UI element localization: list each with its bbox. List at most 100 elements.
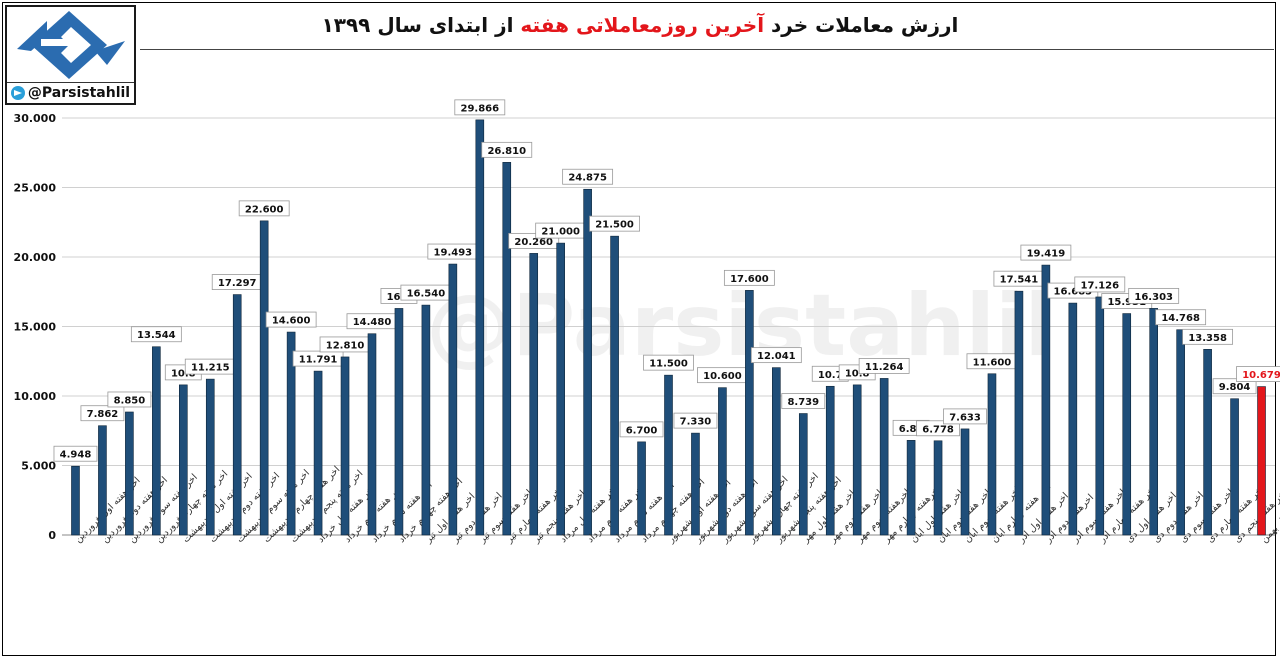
data-label: 20.260 bbox=[514, 237, 553, 248]
bar bbox=[152, 346, 161, 536]
bar bbox=[421, 304, 431, 536]
y-tick-label: 20.000 bbox=[14, 251, 57, 264]
data-label-box bbox=[454, 99, 506, 116]
bar bbox=[367, 333, 377, 536]
y-tick-label: 15.000 bbox=[14, 321, 57, 334]
data-label: 14.480 bbox=[353, 317, 392, 328]
data-label: 10.8 bbox=[845, 368, 870, 379]
bar bbox=[664, 374, 673, 536]
data-label: 17.126 bbox=[1080, 280, 1119, 291]
title-part2: از ابتدای سال ۱۳۹۹ bbox=[321, 13, 521, 37]
bar bbox=[313, 370, 323, 536]
logo-handle[interactable]: @Parsistahlil bbox=[7, 82, 134, 103]
bar bbox=[205, 378, 215, 536]
y-tick-label: 10.000 bbox=[14, 390, 57, 403]
data-label: 9.804 bbox=[1219, 382, 1251, 393]
data-label: 10.679 bbox=[1242, 370, 1280, 381]
data-label: 10.8 bbox=[171, 368, 196, 379]
data-label: 15.931 bbox=[1107, 297, 1146, 308]
bar bbox=[1122, 313, 1132, 536]
data-label: 11.791 bbox=[299, 355, 338, 366]
data-label: 8.850 bbox=[114, 395, 146, 406]
bar bbox=[745, 290, 754, 536]
data-label: 16.685 bbox=[1054, 287, 1093, 298]
data-label: 11.600 bbox=[973, 357, 1012, 368]
bar bbox=[906, 440, 916, 536]
data-label: 17.600 bbox=[730, 274, 769, 285]
data-label: 16.303 bbox=[1134, 292, 1173, 303]
bar bbox=[772, 367, 781, 536]
bar bbox=[691, 432, 700, 536]
y-tick-label: 25.000 bbox=[14, 182, 57, 195]
bar bbox=[637, 441, 646, 536]
data-label-box bbox=[53, 445, 98, 462]
logo-handle-text: @Parsistahlil bbox=[27, 85, 131, 101]
bar bbox=[1257, 386, 1266, 536]
data-label: 19.493 bbox=[434, 248, 473, 259]
data-label-box bbox=[1182, 328, 1234, 345]
bar bbox=[556, 242, 565, 536]
data-label-box bbox=[1155, 309, 1207, 326]
bar bbox=[98, 425, 107, 536]
data-label: 10.7 bbox=[818, 370, 843, 381]
data-label: 7.862 bbox=[87, 409, 119, 420]
data-label: 14.768 bbox=[1161, 313, 1200, 324]
bar bbox=[987, 373, 997, 536]
data-label-box bbox=[238, 200, 290, 217]
bar bbox=[1176, 329, 1185, 536]
bar bbox=[718, 387, 727, 536]
data-label: 12.041 bbox=[757, 351, 796, 362]
bar bbox=[71, 465, 80, 536]
data-label: 6.778 bbox=[922, 424, 954, 435]
data-label: 17.541 bbox=[1000, 275, 1039, 286]
data-label: 7.330 bbox=[680, 417, 712, 428]
bar bbox=[1149, 308, 1158, 536]
data-label: 6.81 bbox=[899, 424, 924, 435]
bar bbox=[825, 385, 835, 536]
bar bbox=[179, 384, 188, 536]
data-label-box bbox=[107, 391, 152, 408]
data-label-box bbox=[589, 215, 640, 232]
data-label: 11.264 bbox=[865, 362, 904, 373]
data-label: 21.000 bbox=[541, 227, 580, 238]
bar bbox=[286, 331, 296, 536]
y-tick-label: 30.000 bbox=[14, 112, 57, 125]
data-label-box bbox=[80, 405, 125, 422]
bar bbox=[583, 188, 592, 536]
bar bbox=[1230, 398, 1239, 536]
y-tick-label: 0 bbox=[48, 529, 56, 542]
bar bbox=[259, 220, 269, 536]
data-label-box bbox=[723, 269, 775, 286]
data-label-box bbox=[265, 311, 317, 328]
data-label-box bbox=[643, 354, 694, 371]
bar bbox=[502, 162, 512, 536]
data-label: 19.419 bbox=[1027, 249, 1066, 260]
telegram-icon bbox=[10, 86, 25, 100]
data-label-box bbox=[130, 326, 182, 343]
data-label: 17.297 bbox=[218, 278, 257, 289]
data-label-box bbox=[1128, 287, 1180, 304]
bar bbox=[125, 411, 134, 536]
bar bbox=[340, 356, 350, 536]
bar bbox=[475, 119, 485, 536]
bar bbox=[394, 308, 404, 536]
title-rule bbox=[140, 49, 1274, 50]
bar bbox=[1095, 296, 1105, 536]
title-part1: ارزش معاملات خرد bbox=[764, 13, 959, 37]
data-label: 13.358 bbox=[1188, 333, 1227, 344]
data-label: 7.633 bbox=[949, 412, 981, 423]
bar bbox=[879, 378, 889, 536]
data-label-box bbox=[619, 421, 664, 438]
data-label-box bbox=[1236, 366, 1280, 382]
data-label-box bbox=[781, 393, 826, 409]
data-label: 16.3 bbox=[387, 292, 412, 303]
data-label-box bbox=[943, 408, 987, 425]
data-label-box bbox=[1212, 378, 1257, 395]
data-label-box bbox=[916, 420, 960, 437]
data-label: 8.739 bbox=[787, 397, 819, 408]
bar bbox=[529, 253, 539, 536]
data-label-box bbox=[750, 347, 802, 364]
data-label-box bbox=[673, 412, 718, 429]
data-label: 4.948 bbox=[60, 450, 92, 461]
